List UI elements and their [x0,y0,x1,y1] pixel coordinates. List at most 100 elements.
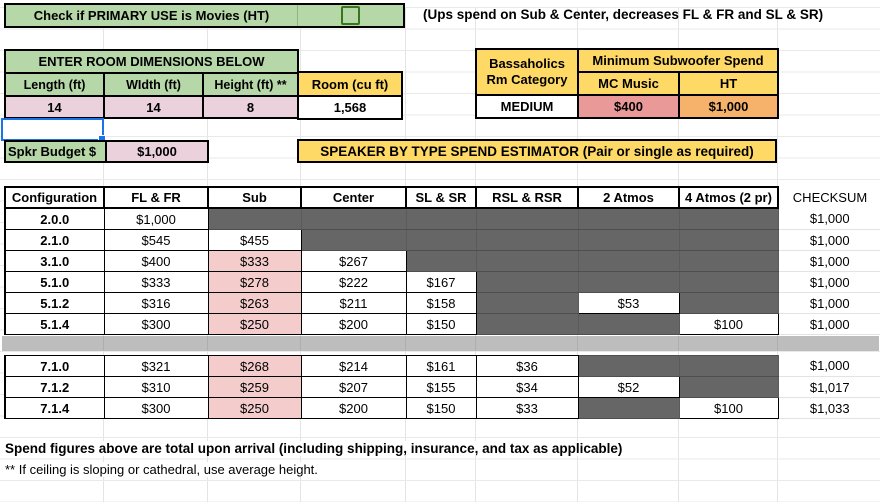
spend-cell: $167 [405,271,477,293]
estimator-header-row: Configuration FL & FR Sub Center SL & SR… [4,186,880,209]
blocked-cell [678,271,779,293]
spend-cell: $150 [405,313,477,335]
spend-cell: $200 [300,313,407,335]
blocked-cell [300,229,407,251]
room-volume-header: Room (cu ft) [299,73,401,97]
spend-cell: $200 [300,397,407,419]
config-label: 2.1.0 [4,229,105,251]
bassaholics-category-header: Bassaholics Rm Category [475,48,579,96]
spend-cell: $321 [103,355,209,377]
sub-spend-cell: $333 [207,250,302,272]
blocked-cell [577,397,680,419]
estimator-row: 2.1.0 $545 $455 $1,000 [4,229,880,251]
checksum-value: $1,000 [778,208,880,230]
width-input[interactable]: 14 [103,95,204,119]
separator-band [2,336,879,351]
bassaholics-line1: Bassaholics [489,56,565,71]
length-input[interactable]: 14 [4,95,105,119]
primary-use-checkbox-cell [298,5,403,26]
blocked-cell [577,313,680,335]
blocked-cell [678,229,779,251]
sub-spend-cell: $250 [207,313,302,335]
bassaholics-line2: Rm Category [486,72,568,87]
spend-cell: $158 [405,292,477,314]
min-subwoofer-header: Minimum Subwoofer Spend [576,48,780,73]
blocked-cell [475,313,579,335]
ups-note-text: (Ups spend on Sub & Center, decreases FL… [423,7,824,22]
col-checksum: CHECKSUM [778,187,880,208]
blocked-cell [475,292,579,314]
blocked-cell [678,292,779,314]
estimator-table-upper: Configuration FL & FR Sub Center SL & SR… [4,186,880,335]
config-label: 5.1.0 [4,271,105,293]
spend-cell: $155 [405,376,477,398]
config-label: 7.1.0 [4,355,105,377]
spend-cell: $316 [103,292,209,314]
primary-use-banner: Check if PRIMARY USE is Movies (HT) [4,3,405,28]
sub-spend-cell: $263 [207,292,302,314]
estimator-row: 7.1.2 $310 $259 $207 $155 $34 $52 $1,017 [4,376,880,398]
spend-cell: $545 [103,229,209,251]
note-ceiling: ** If ceiling is sloping or cathedral, u… [5,462,324,477]
config-label: 5.1.2 [4,292,105,314]
config-label: 7.1.2 [4,376,105,398]
spend-cell: $150 [405,397,477,419]
spend-cell: $36 [475,355,579,377]
length-header: Length (ft) [4,72,105,97]
estimator-title-banner: SPEAKER BY TYPE SPEND ESTIMATOR (Pair or… [297,139,777,163]
room-volume-value: 1,568 [299,97,401,118]
checksum-value: $1,000 [778,271,880,293]
spend-cell: $222 [300,271,407,293]
spend-cell: $310 [103,376,209,398]
spend-cell: $300 [103,313,209,335]
budget-label: Spkr Budget $ [6,142,107,161]
spend-cell: $52 [577,376,680,398]
spend-cell: $100 [678,313,779,335]
sub-spend-cell: $278 [207,271,302,293]
spend-cell: $161 [405,355,477,377]
blocked-cell [678,376,779,398]
col-2-atmos: 2 Atmos [577,186,680,209]
checksum-value: $1,000 [778,229,880,251]
primary-use-checkbox-icon[interactable] [341,6,360,25]
blocked-cell [405,229,477,251]
col-sub: Sub [207,186,302,209]
checksum-value: $1,033 [778,397,880,419]
blocked-cell [475,229,579,251]
estimator-row: 3.1.0 $400 $333 $267 $1,000 [4,250,880,272]
blocked-cell [207,207,302,230]
speaker-budget-row: Spkr Budget $ $1,000 [4,140,209,163]
col-rsl-rsr: RSL & RSR [475,186,579,209]
spend-cell: $100 [678,397,779,419]
spend-cell: $207 [300,376,407,398]
ht-value: $1,000 [677,94,780,119]
mc-music-value: $400 [577,94,680,119]
config-label: 7.1.4 [4,397,105,419]
blocked-cell [475,207,579,230]
checksum-value: $1,000 [778,250,880,272]
blocked-cell [577,271,680,293]
blocked-cell [577,229,680,251]
spend-cell: $53 [577,292,680,314]
checksum-value: $1,000 [778,313,880,335]
room-dimensions-header: ENTER ROOM DIMENSIONS BELOW [3,49,300,74]
ht-header: HT [677,71,780,96]
spend-cell: $214 [300,355,407,377]
budget-input[interactable]: $1,000 [107,142,207,161]
blocked-cell [577,250,680,272]
col-fl-fr: FL & FR [103,186,209,209]
blocked-cell [577,207,680,230]
checksum-value: $1,000 [778,292,880,314]
height-input[interactable]: 8 [201,95,300,119]
estimator-row: 7.1.4 $300 $250 $200 $150 $33 $100 $1,033 [4,397,880,419]
spend-cell: $400 [103,250,209,272]
blocked-cell [577,355,680,377]
primary-use-label: Check if PRIMARY USE is Movies (HT) [6,5,298,26]
sub-spend-cell: $259 [207,376,302,398]
selected-cell[interactable] [1,118,106,143]
room-category-value: MEDIUM [475,94,579,119]
blocked-cell [405,250,477,272]
blocked-cell [300,207,407,230]
col-center: Center [300,186,407,209]
